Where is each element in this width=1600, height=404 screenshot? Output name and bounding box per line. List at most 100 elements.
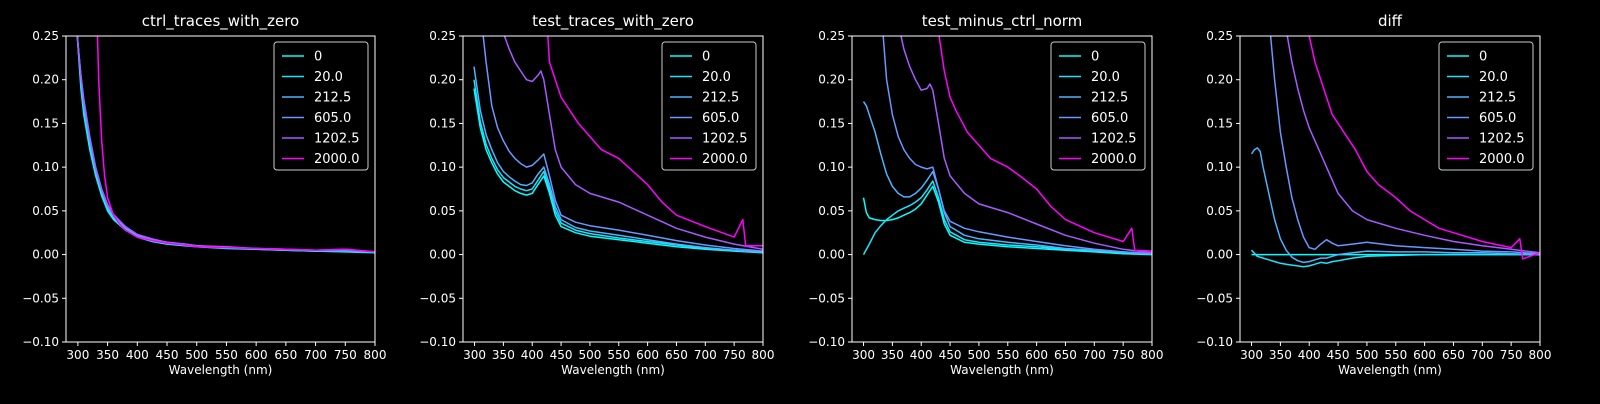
legend: 0 20.0 212.5 605.0 1202.5 2000.0 [1050, 41, 1146, 171]
y-tick-label: 0.00 [818, 248, 845, 262]
series-line-5 [1286, 36, 1540, 254]
y-tick-label: 0.20 [32, 73, 59, 87]
legend-entry: 0 [702, 50, 710, 65]
legend-entry: 605.0 [314, 111, 351, 126]
legend-entry: 212.5 [1091, 91, 1128, 106]
legend-entry: 20.0 [314, 70, 343, 85]
y-tick-label: 0.05 [429, 204, 456, 218]
series-line-2 [473, 79, 763, 254]
x-tick-label: 600 [1413, 348, 1436, 362]
x-tick-label: 300 [66, 348, 89, 362]
x-tick-label: 700 [304, 348, 327, 362]
x-tick-label: 300 [463, 348, 486, 362]
series-line-2 [1250, 249, 1540, 268]
x-tick-label: 650 [1054, 348, 1077, 362]
x-tick-label: 700 [694, 348, 717, 362]
x-tick-label: 350 [492, 348, 515, 362]
series-line-3 [1250, 147, 1540, 264]
legend-entry: 20.0 [1479, 70, 1508, 85]
y-tick-label: 0.25 [429, 29, 456, 43]
x-tick-label: 550 [215, 348, 238, 362]
series-line-1 [473, 88, 763, 254]
x-tick-label: 750 [1500, 348, 1523, 362]
y-tick-label: 0.15 [818, 116, 845, 130]
y-tick-label: −0.10 [22, 335, 59, 349]
y-tick-label: −0.05 [1196, 291, 1233, 305]
legend-entry: 212.5 [702, 91, 739, 106]
series-line-6 [96, 36, 375, 253]
y-tick-label: 0.10 [818, 160, 845, 174]
legend-entry: 1202.5 [1091, 132, 1137, 147]
x-tick-label: 450 [550, 348, 573, 362]
legend-entry: 0 [1479, 50, 1487, 65]
plot-frame [851, 35, 1153, 343]
x-tick-label: 750 [334, 348, 357, 362]
y-tick-label: 0.15 [32, 116, 59, 130]
x-axis-label: Wavelength (nm) [169, 363, 273, 377]
x-tick-label: 550 [607, 348, 630, 362]
chart-title: ctrl_traces_with_zero [142, 12, 299, 31]
legend-entry: 212.5 [1479, 91, 1516, 106]
legend-entry: 212.5 [314, 91, 351, 106]
x-tick-label: 550 [1384, 348, 1407, 362]
x-tick-label: 600 [1025, 348, 1048, 362]
y-tick-label: 0.00 [32, 248, 59, 262]
x-tick-label: 800 [1141, 348, 1164, 362]
x-tick-label: 750 [1112, 348, 1135, 362]
legend: 0 20.0 212.5 605.0 1202.5 2000.0 [661, 41, 757, 171]
x-tick-label: 650 [274, 348, 297, 362]
legend-entry: 1202.5 [1479, 132, 1525, 147]
subplot-1: 300 350 400 450 500 550 600 650 700 750 800 −0.10 −0… [22, 12, 386, 377]
x-tick-label: 400 [1298, 348, 1321, 362]
y-tick-label: 0.20 [818, 73, 845, 87]
x-tick-label: 400 [126, 348, 149, 362]
series-line-4 [1269, 36, 1540, 255]
y-tick-label: 0.10 [1206, 160, 1233, 174]
legend-entry: 20.0 [1091, 70, 1120, 85]
y-tick-label: −0.05 [22, 291, 59, 305]
y-tick-label: −0.10 [808, 335, 845, 349]
y-tick-label: 0.05 [32, 204, 59, 218]
x-tick-label: 350 [96, 348, 119, 362]
x-axis-label: Wavelength (nm) [561, 363, 665, 377]
legend-entry: 2000.0 [1479, 152, 1525, 167]
y-tick-label: 0.10 [32, 160, 59, 174]
series-line-3 [473, 66, 763, 253]
x-tick-label: 550 [996, 348, 1019, 362]
x-tick-label: 450 [156, 348, 179, 362]
series-group [1250, 36, 1540, 268]
legend-entry: 0 [314, 50, 322, 65]
x-tick-label: 400 [521, 348, 544, 362]
y-tick-label: 0.25 [32, 29, 59, 43]
legend-entry: 1202.5 [314, 132, 360, 147]
series-group [473, 36, 763, 254]
x-tick-label: 500 [578, 348, 601, 362]
chart-title: test_traces_with_zero [532, 12, 694, 31]
x-tick-label: 450 [939, 348, 962, 362]
y-tick-label: 0.20 [1206, 73, 1233, 87]
y-tick-label: 0.00 [429, 248, 456, 262]
series-group [862, 36, 1152, 256]
x-tick-label: 700 [1471, 348, 1494, 362]
y-tick-label: 0.05 [1206, 204, 1233, 218]
y-tick-label: 0.05 [818, 204, 845, 218]
series-line-6 [1308, 36, 1540, 260]
series-line-4 [482, 36, 763, 252]
y-tick-label: 0.15 [1206, 116, 1233, 130]
legend-entry: 20.0 [702, 70, 731, 85]
chart-title: test_minus_ctrl_norm [922, 12, 1083, 31]
y-tick-label: −0.05 [419, 291, 456, 305]
y-tick-label: 0.10 [429, 160, 456, 174]
x-tick-label: 800 [364, 348, 387, 362]
x-tick-label: 600 [636, 348, 659, 362]
x-tick-label: 500 [185, 348, 208, 362]
x-tick-label: 400 [910, 348, 933, 362]
series-line-4 [882, 36, 1152, 255]
legend-entry: 605.0 [1479, 111, 1516, 126]
plot-frame [65, 35, 376, 343]
legend-entry: 605.0 [1091, 111, 1128, 126]
x-tick-label: 750 [723, 348, 746, 362]
y-tick-label: 0.25 [1206, 29, 1233, 43]
